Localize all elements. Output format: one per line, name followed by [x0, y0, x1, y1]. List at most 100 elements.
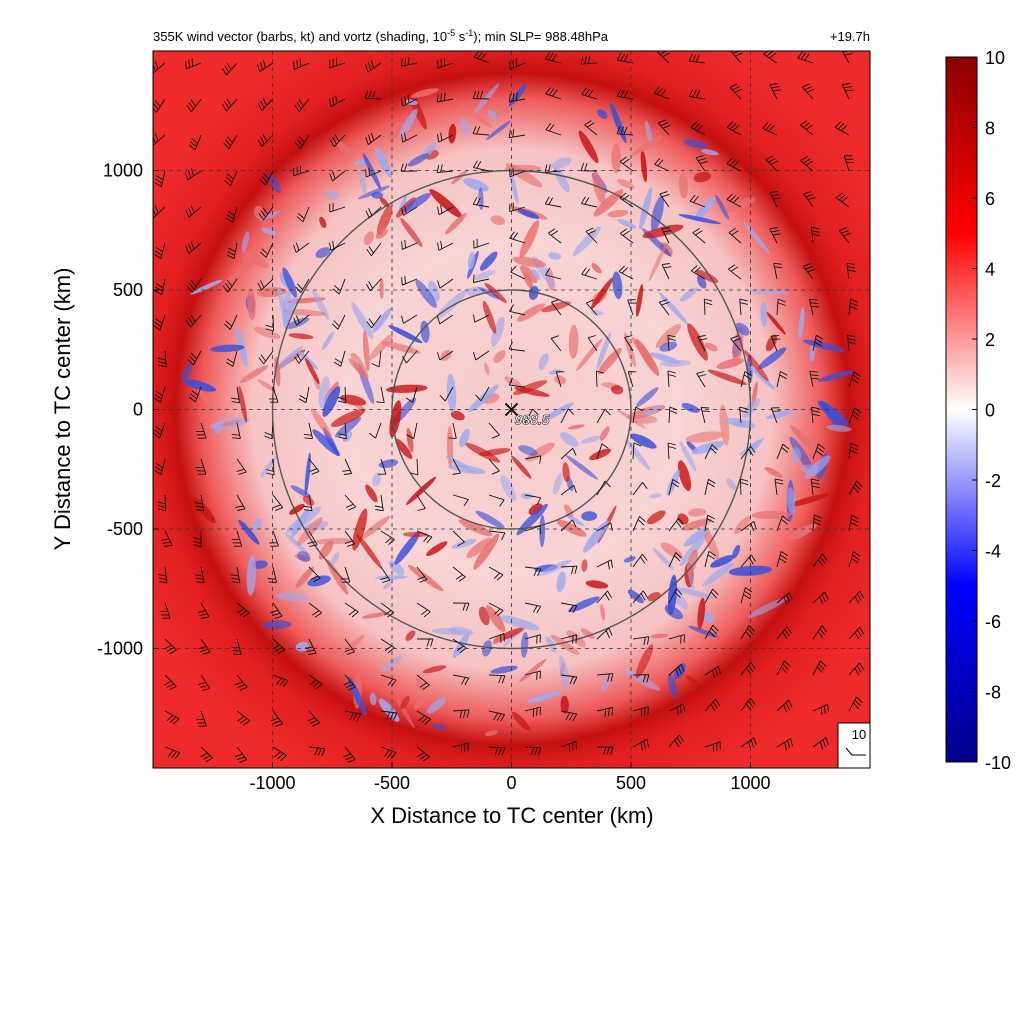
- vorticity-blob: [548, 252, 562, 260]
- wind-barb: [161, 530, 173, 547]
- wind-barb: [809, 298, 820, 316]
- wind-barb: [545, 267, 562, 280]
- vorticity-blob: [607, 209, 629, 218]
- wind-barb: [226, 242, 238, 260]
- center-x-marker: [504, 402, 519, 417]
- wind-barb: [295, 278, 310, 293]
- wind-barb: [632, 481, 648, 496]
- wind-barb: [654, 158, 670, 172]
- vorticity-blob: [450, 410, 465, 421]
- vorticity-blob: [358, 515, 391, 541]
- vorticity-blob: [468, 384, 499, 413]
- vorticity-blob: [596, 109, 608, 119]
- vorticity-blob: [451, 169, 468, 185]
- vorticity-blob: [295, 641, 310, 652]
- wind-barb: [739, 478, 749, 496]
- vorticity-blob: [330, 409, 365, 427]
- wind-barb: [265, 458, 275, 476]
- vorticity-blob: [368, 334, 394, 360]
- wind-barb: [472, 274, 490, 283]
- vorticity-blob: [463, 178, 489, 192]
- vorticity-blob: [578, 130, 599, 164]
- wind-barb: [690, 121, 706, 136]
- vorticity-blob: [820, 400, 841, 428]
- wind-barb: [222, 62, 238, 76]
- wind-barb: [690, 265, 706, 280]
- wind-barb: [268, 386, 279, 403]
- vorticity-blob: [526, 442, 556, 462]
- vorticity-blob: [738, 438, 765, 456]
- vorticity-blob: [519, 658, 547, 683]
- wind-barb: [186, 278, 202, 293]
- wind-barb: [619, 228, 634, 244]
- vorticity-blob: [247, 287, 256, 321]
- vorticity-blob: [734, 516, 751, 534]
- wind-barb: [627, 299, 637, 316]
- wind-barb: [329, 240, 346, 251]
- wind-barb: [730, 335, 742, 352]
- vorticity-blob: [246, 554, 257, 596]
- wind-barb: [472, 126, 490, 136]
- wind-barb: [473, 238, 490, 249]
- colorbar-tick-label: 2: [985, 330, 995, 350]
- wind-barb: [380, 674, 397, 687]
- reference-barb-label: 10: [852, 727, 866, 742]
- wind-barb: [776, 515, 789, 532]
- vorticity-blob: [352, 508, 368, 551]
- vorticity-blob: [520, 493, 534, 500]
- title-part-main: 355K wind vector (barbs, kt) and vortz (…: [153, 29, 447, 44]
- vorticity-blob: [683, 527, 709, 547]
- wind-barb: [834, 121, 850, 136]
- wind-barb: [270, 710, 284, 727]
- vorticity-blob: [362, 152, 382, 190]
- wind-barb: [265, 314, 274, 332]
- vorticity-blob: [473, 533, 500, 570]
- wind-barb: [258, 350, 274, 365]
- wind-barb: [508, 129, 526, 139]
- vorticity-blob: [691, 441, 725, 455]
- wind-barb: [627, 371, 637, 388]
- vorticity-blob: [460, 104, 493, 128]
- vorticity-blob: [387, 121, 403, 142]
- wind-barb: [472, 196, 490, 208]
- wind-barb: [668, 406, 678, 424]
- wind-barb: [366, 242, 382, 257]
- vorticity-blob: [241, 231, 250, 253]
- wind-barb: [197, 602, 210, 619]
- wind-barb: [657, 51, 670, 64]
- vorticity-blob: [542, 402, 574, 422]
- wind-barb: [269, 530, 279, 547]
- vorticity-blob: [639, 187, 653, 230]
- vorticity-blob: [490, 316, 505, 347]
- vorticity-blob: [268, 173, 282, 194]
- wind-barb: [632, 636, 650, 646]
- wind-barb: [704, 551, 716, 568]
- vorticity-blob: [504, 376, 522, 388]
- wind-barb: [195, 422, 207, 439]
- vorticity-blob: [611, 143, 622, 174]
- vorticity-blob: [490, 215, 506, 226]
- wind-barb: [488, 633, 505, 643]
- vorticity-blob: [405, 630, 416, 641]
- wind-barb: [740, 371, 752, 388]
- wind-barb: [728, 228, 742, 244]
- wind-barb: [659, 191, 670, 208]
- wind-barb: [776, 592, 793, 605]
- wind-barb: [380, 566, 391, 583]
- wind-barb: [545, 52, 562, 64]
- wind-barb: [657, 119, 671, 136]
- wind-barb: [632, 674, 650, 683]
- wind-barb: [668, 634, 685, 644]
- vorticity-blob: [420, 320, 430, 343]
- vorticity-blob: [576, 338, 603, 371]
- wind-barb: [452, 638, 467, 654]
- vorticity-blob: [284, 317, 310, 330]
- vorticity-blob: [650, 633, 669, 639]
- vorticity-blob: [554, 375, 567, 385]
- vorticity-blob: [374, 147, 393, 178]
- vorticity-blob: [580, 628, 595, 639]
- wind-barb: [305, 638, 317, 655]
- vorticity-blob: [400, 217, 423, 248]
- vorticity-blob: [568, 324, 579, 359]
